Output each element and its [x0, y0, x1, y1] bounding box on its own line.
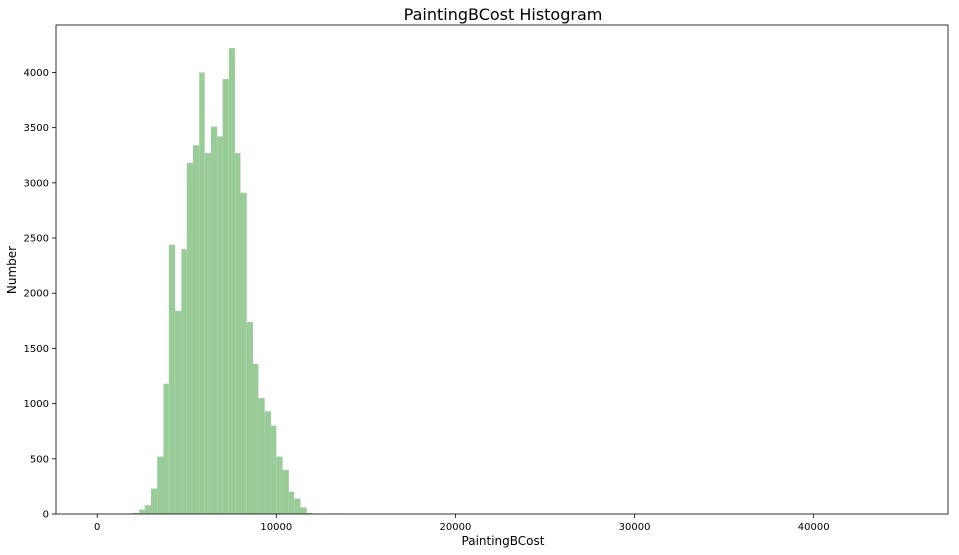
histogram-bar	[253, 363, 259, 514]
histogram-bar	[264, 411, 271, 514]
histogram-bar	[258, 398, 265, 514]
histogram-bar	[186, 162, 194, 515]
x-tick-label: 30000	[619, 522, 651, 533]
histogram-bar	[246, 321, 254, 514]
x-tick-label: 0	[94, 522, 100, 533]
y-tick-label: 3500	[24, 123, 49, 134]
histogram-bar	[288, 491, 295, 514]
histogram-bar	[270, 425, 277, 514]
chart-title: PaintingBCost Histogram	[404, 5, 603, 24]
histogram-bar	[276, 456, 283, 514]
histogram-bar	[175, 310, 182, 514]
y-tick-label: 2500	[24, 234, 49, 245]
histogram-bar	[181, 249, 187, 514]
y-axis-ticks: 0 500 1000 1500 2000 2500 3000 3500 4000	[24, 68, 56, 521]
histogram-bar	[168, 244, 176, 514]
histogram-bar	[282, 469, 289, 514]
x-tick-label: 10000	[260, 522, 292, 533]
histogram-bar	[139, 509, 145, 514]
histogram-bar	[150, 488, 158, 514]
histogram-bar	[204, 153, 211, 515]
x-tick-label: 20000	[440, 522, 472, 533]
y-tick-label: 2000	[24, 289, 49, 300]
histogram-bars	[127, 48, 343, 515]
x-tick-label: 40000	[798, 522, 830, 533]
plot-frame	[55, 24, 949, 515]
histogram-bar	[144, 505, 151, 514]
histogram-bar	[199, 72, 205, 514]
histogram-bar	[240, 192, 247, 514]
histogram-bar	[217, 136, 223, 515]
y-tick-label: 1000	[24, 399, 49, 410]
y-tick-label: 1500	[24, 344, 49, 355]
histogram-bar	[294, 498, 301, 514]
x-axis-label: PaintingBCost	[462, 534, 545, 548]
histogram-bar	[306, 512, 313, 514]
histogram-bar	[210, 126, 218, 515]
histogram-bar	[222, 79, 229, 514]
histogram-bar	[193, 145, 200, 514]
y-tick-label: 0	[43, 510, 49, 521]
y-axis-label: Number	[5, 246, 19, 294]
histogram-bar	[133, 512, 140, 514]
y-tick-label: 4000	[24, 68, 49, 79]
histogram-bar	[300, 507, 307, 514]
x-axis-ticks: 0 10000 20000 30000 40000	[94, 514, 830, 533]
y-tick-label: 500	[30, 454, 49, 465]
y-tick-label: 3000	[24, 178, 49, 189]
histogram-bar	[235, 153, 241, 515]
histogram-bar	[163, 383, 169, 514]
histogram-bar	[157, 456, 164, 514]
histogram-bar	[228, 48, 236, 515]
